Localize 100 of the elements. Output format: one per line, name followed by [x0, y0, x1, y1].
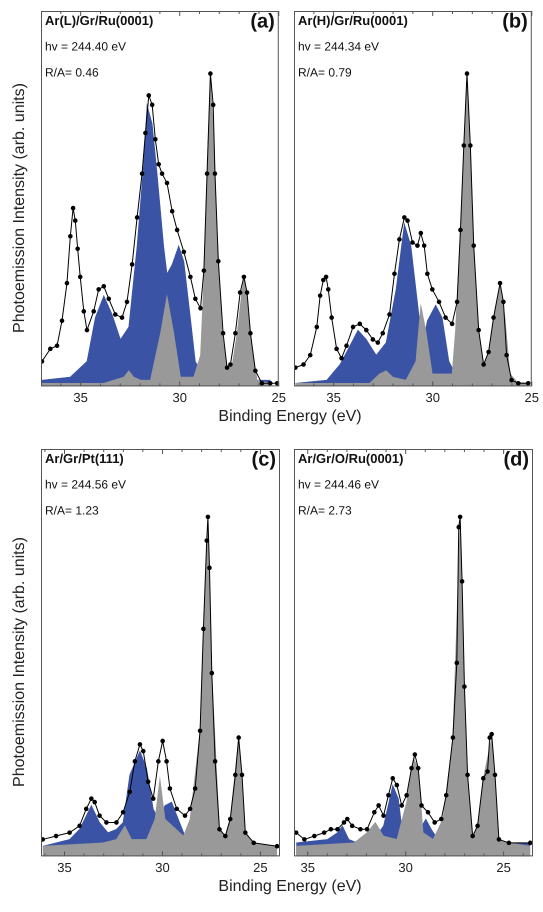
point	[458, 514, 462, 520]
point	[106, 296, 112, 302]
point	[397, 237, 402, 242]
point	[198, 306, 203, 310]
point	[335, 826, 340, 832]
point	[416, 766, 420, 770]
point	[140, 171, 144, 176]
point	[156, 162, 161, 167]
text: (a)	[250, 10, 275, 33]
point	[174, 228, 180, 232]
point	[248, 330, 253, 336]
point	[339, 356, 344, 361]
x-tick-label: 25	[496, 860, 511, 875]
point	[462, 684, 467, 689]
point	[402, 215, 407, 220]
point	[399, 803, 404, 808]
point	[358, 826, 363, 832]
point	[450, 735, 456, 740]
point	[217, 826, 222, 832]
point	[228, 816, 233, 822]
point	[89, 796, 94, 801]
point	[392, 271, 397, 276]
point	[77, 824, 82, 828]
point	[174, 806, 180, 812]
point	[357, 322, 362, 326]
x-tick-label: 25	[524, 390, 540, 405]
point	[322, 830, 326, 835]
point	[182, 813, 188, 818]
point	[238, 290, 242, 295]
point	[140, 748, 146, 754]
text: hv = 244.46 eV	[298, 477, 380, 492]
point	[458, 228, 463, 232]
point	[454, 660, 460, 666]
x-tick-label: 35	[73, 390, 88, 405]
text: (c)	[252, 448, 276, 471]
point	[150, 796, 156, 801]
point	[70, 206, 76, 210]
point	[156, 759, 161, 764]
point	[364, 826, 370, 832]
point	[78, 274, 83, 280]
x-tick-label: 25	[272, 390, 286, 405]
point	[489, 732, 494, 736]
chart-title: Ar(H)/Gr/Ru(0001)	[298, 13, 408, 28]
point	[394, 782, 400, 788]
point	[216, 258, 221, 264]
point	[153, 136, 158, 142]
x-tick-label: 35	[57, 860, 72, 875]
point	[268, 380, 273, 386]
point	[240, 772, 244, 778]
point	[204, 171, 210, 176]
point	[412, 752, 418, 757]
point	[228, 362, 233, 367]
point	[350, 324, 356, 330]
x-tick-label: 30	[172, 390, 187, 405]
point	[210, 670, 214, 676]
point	[192, 786, 198, 791]
point	[506, 840, 512, 846]
point	[456, 524, 462, 530]
point	[160, 171, 164, 176]
point	[432, 820, 437, 825]
y-axis-title: Photoemission Intensity (arb. units)	[11, 537, 29, 787]
point	[386, 792, 391, 798]
point	[454, 300, 460, 304]
x-tick-label: 35	[326, 390, 341, 405]
point	[422, 243, 426, 248]
x-tick-label: 30	[425, 390, 440, 405]
text: (d)	[503, 448, 529, 471]
point	[326, 287, 331, 292]
point	[314, 324, 320, 330]
point	[381, 813, 386, 818]
point	[233, 772, 238, 778]
chart-title: Ar(L)/Gr/Ru(0001)	[45, 13, 154, 28]
point	[496, 837, 502, 842]
point	[132, 759, 138, 764]
point	[376, 803, 381, 808]
point	[436, 300, 442, 304]
point	[312, 834, 317, 838]
x-tick-label: 30	[398, 860, 413, 875]
point	[509, 378, 514, 382]
point	[328, 826, 334, 832]
point	[134, 215, 140, 220]
point	[48, 346, 53, 352]
point	[302, 837, 307, 842]
point	[526, 380, 531, 386]
point	[409, 766, 414, 770]
point	[212, 759, 218, 764]
point	[182, 250, 186, 254]
point	[387, 312, 392, 317]
point	[193, 296, 198, 302]
point	[170, 208, 174, 214]
point	[468, 143, 473, 148]
point	[64, 280, 70, 286]
point	[188, 806, 192, 812]
point	[102, 284, 106, 289]
point	[410, 240, 415, 245]
annotation: R/A= 1.23	[45, 503, 100, 518]
point	[476, 328, 481, 332]
point	[212, 171, 218, 176]
point	[164, 180, 170, 186]
point	[350, 824, 354, 828]
